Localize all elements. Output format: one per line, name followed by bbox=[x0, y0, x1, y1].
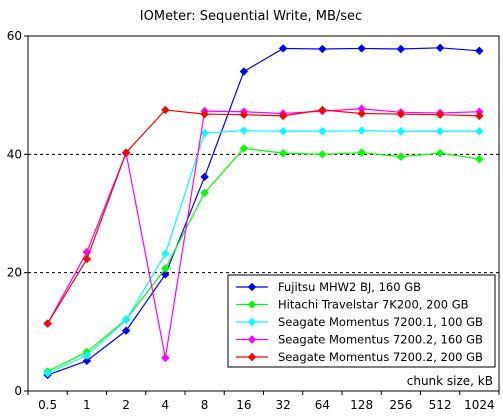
chart-title: IOMeter: Sequential Write, MB/sec bbox=[140, 9, 362, 24]
data-point bbox=[278, 111, 288, 121]
legend-label: Seagate Momentus 7200.2, 200 GB bbox=[278, 350, 483, 364]
data-point bbox=[318, 150, 327, 159]
legend-entry: Fujitsu MHW2 BJ, 160 GB bbox=[236, 280, 421, 294]
x-tick-label: 64 bbox=[315, 398, 330, 412]
data-point bbox=[318, 105, 327, 115]
data-point bbox=[161, 264, 170, 273]
x-tick-label: 128 bbox=[350, 398, 373, 412]
series-line bbox=[47, 147, 480, 373]
data-point bbox=[278, 127, 288, 136]
data-point bbox=[318, 44, 327, 54]
data-point bbox=[396, 109, 406, 119]
data-point bbox=[318, 127, 327, 136]
legend-marker bbox=[247, 335, 257, 344]
data-point bbox=[475, 46, 484, 55]
data-point bbox=[475, 111, 484, 121]
x-tick-label: 16 bbox=[236, 398, 251, 412]
legend-box bbox=[227, 274, 496, 368]
data-point bbox=[435, 127, 445, 136]
x-axis-label: chunk size, kB bbox=[407, 374, 493, 388]
data-point bbox=[475, 127, 484, 136]
data-point bbox=[200, 128, 209, 138]
x-axis: 0.5 1 2 4 8 16 32 64 128 256 512 1024 bbox=[27, 391, 500, 412]
data-point bbox=[357, 148, 366, 157]
data-point bbox=[200, 109, 209, 119]
data-point bbox=[82, 254, 92, 264]
data-point bbox=[161, 270, 170, 279]
series-5 bbox=[43, 105, 484, 328]
data-point bbox=[239, 144, 249, 153]
x-tick-label: 2 bbox=[122, 398, 130, 412]
data-point bbox=[43, 369, 52, 378]
data-point bbox=[396, 127, 406, 136]
series-group bbox=[43, 43, 484, 380]
data-point bbox=[357, 109, 366, 118]
y-axis: 0 20 40 60 bbox=[7, 29, 28, 398]
data-point bbox=[200, 188, 209, 197]
x-tick-label: 256 bbox=[389, 398, 412, 412]
data-point bbox=[396, 152, 406, 161]
x-tick-label: 8 bbox=[201, 398, 209, 412]
legend-marker bbox=[247, 317, 257, 327]
legend-marker bbox=[247, 300, 257, 309]
data-point bbox=[239, 67, 249, 76]
series-line bbox=[47, 109, 480, 324]
x-tick-label: 32 bbox=[275, 398, 290, 412]
x-tick-label: 1024 bbox=[464, 398, 495, 412]
data-point bbox=[435, 110, 445, 119]
y-tick-label: 40 bbox=[7, 147, 22, 161]
series-line bbox=[47, 47, 480, 376]
data-point bbox=[278, 148, 288, 158]
x-tick-label: 0.5 bbox=[38, 398, 57, 412]
data-point bbox=[121, 315, 131, 325]
data-point bbox=[239, 126, 249, 135]
data-point bbox=[239, 110, 249, 119]
legend-marker bbox=[247, 282, 257, 292]
y-tick-label: 60 bbox=[7, 29, 22, 43]
data-point bbox=[278, 44, 288, 53]
legend-label: Fujitsu MHW2 BJ, 160 GB bbox=[278, 280, 421, 294]
y-tick-label: 20 bbox=[7, 266, 22, 280]
legend-label: Hitachi Travelstar 7K200, 200 GB bbox=[278, 298, 469, 312]
legend-entry: Seagate Momentus 7200.1, 100 GB bbox=[236, 315, 483, 329]
data-point bbox=[161, 353, 170, 363]
data-point bbox=[82, 351, 92, 360]
data-point bbox=[200, 172, 209, 182]
legend-label: Seagate Momentus 7200.1, 100 GB bbox=[278, 315, 483, 329]
data-point bbox=[121, 148, 131, 157]
data-point bbox=[396, 44, 406, 54]
data-point bbox=[121, 326, 131, 335]
y-tick-label: 0 bbox=[14, 384, 22, 398]
legend-entry: Hitachi Travelstar 7K200, 200 GB bbox=[236, 298, 469, 312]
data-point bbox=[43, 319, 52, 328]
x-tick-label: 512 bbox=[429, 398, 452, 412]
legend: Fujitsu MHW2 BJ, 160 GB Hitachi Travelsta… bbox=[227, 274, 496, 368]
legend-label: Seagate Momentus 7200.2, 160 GB bbox=[278, 333, 483, 347]
legend-entry: Seagate Momentus 7200.2, 160 GB bbox=[236, 333, 483, 347]
data-point bbox=[357, 126, 366, 135]
x-tick-label: 1 bbox=[83, 398, 91, 412]
data-point bbox=[435, 43, 445, 53]
legend-entry: Seagate Momentus 7200.2, 200 GB bbox=[236, 350, 483, 364]
data-point bbox=[82, 356, 92, 366]
data-point bbox=[357, 44, 366, 53]
data-point bbox=[161, 105, 170, 115]
data-point bbox=[475, 154, 484, 164]
data-point bbox=[161, 249, 170, 258]
series-line bbox=[47, 130, 480, 374]
series-3 bbox=[43, 126, 484, 378]
data-point bbox=[435, 148, 445, 158]
legend-marker bbox=[247, 352, 257, 362]
x-tick-label: 4 bbox=[162, 398, 170, 412]
